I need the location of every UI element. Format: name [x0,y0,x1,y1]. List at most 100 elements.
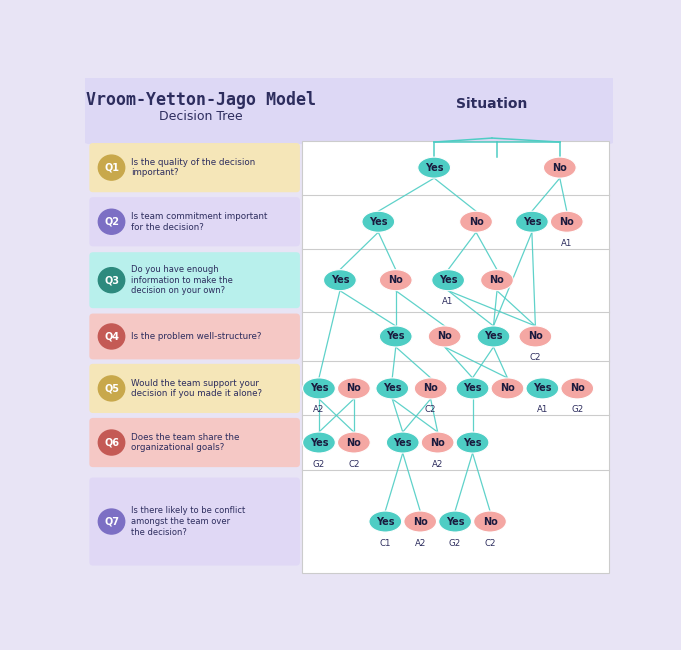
Ellipse shape [439,511,471,532]
Text: Yes: Yes [425,162,443,173]
Text: No: No [469,216,484,227]
Ellipse shape [338,432,370,453]
Ellipse shape [386,432,419,453]
Text: A2: A2 [415,539,426,547]
Ellipse shape [561,378,594,399]
Circle shape [98,430,125,455]
Ellipse shape [550,211,583,232]
Ellipse shape [422,432,454,453]
FancyBboxPatch shape [89,143,300,192]
Ellipse shape [519,326,552,347]
Text: Is the problem well-structure?: Is the problem well-structure? [131,332,262,341]
Text: No: No [413,517,428,526]
Circle shape [98,324,125,349]
Circle shape [98,155,125,180]
Ellipse shape [543,157,576,178]
Text: Yes: Yes [446,517,464,526]
Text: Yes: Yes [376,517,394,526]
Text: C2: C2 [348,460,360,469]
Text: Situation: Situation [456,98,528,111]
FancyBboxPatch shape [89,252,300,308]
Text: Q7: Q7 [104,517,119,526]
Text: No: No [388,275,403,285]
Text: A1: A1 [537,406,548,415]
Ellipse shape [526,378,558,399]
Text: Q2: Q2 [104,216,119,227]
Text: Q4: Q4 [104,332,119,341]
FancyBboxPatch shape [89,418,300,467]
Text: Decision Tree: Decision Tree [159,111,243,124]
Ellipse shape [414,378,447,399]
Circle shape [98,509,125,534]
Ellipse shape [516,211,548,232]
Text: Yes: Yes [463,437,481,448]
FancyBboxPatch shape [89,478,300,566]
Text: A1: A1 [561,239,573,248]
Text: No: No [424,384,438,393]
FancyBboxPatch shape [89,197,300,246]
Ellipse shape [474,511,507,532]
Circle shape [98,376,125,401]
Text: No: No [500,384,515,393]
Text: Is there likely to be conflict
amongst the team over
the decision?: Is there likely to be conflict amongst t… [131,506,245,537]
Ellipse shape [456,432,489,453]
FancyBboxPatch shape [302,140,609,573]
Text: A2: A2 [432,460,443,469]
Text: No: No [347,437,361,448]
Ellipse shape [404,511,437,532]
Ellipse shape [302,378,335,399]
Text: C2: C2 [484,539,496,547]
Text: Q1: Q1 [104,162,119,173]
Text: G2: G2 [449,539,461,547]
Ellipse shape [432,270,464,291]
Text: G2: G2 [313,460,325,469]
Text: Would the team support your
decision if you made it alone?: Would the team support your decision if … [131,378,262,398]
Text: Yes: Yes [383,384,402,393]
Text: Does the team share the
organizational goals?: Does the team share the organizational g… [131,433,240,452]
Text: Yes: Yes [310,437,328,448]
FancyBboxPatch shape [83,75,615,144]
FancyBboxPatch shape [89,313,300,359]
Ellipse shape [477,326,510,347]
FancyBboxPatch shape [89,364,300,413]
Ellipse shape [369,511,402,532]
Text: Do you have enough
information to make the
decision on your own?: Do you have enough information to make t… [131,265,233,296]
Circle shape [98,268,125,293]
Text: Yes: Yes [533,384,552,393]
Text: Q5: Q5 [104,384,119,393]
Ellipse shape [460,211,492,232]
Text: No: No [430,437,445,448]
Text: Is the quality of the decision
important?: Is the quality of the decision important… [131,158,255,177]
Text: Yes: Yes [394,437,412,448]
Text: Vroom-Yetton-Jago Model: Vroom-Yetton-Jago Model [86,91,316,109]
Text: Yes: Yes [331,275,349,285]
Text: Q3: Q3 [104,275,119,285]
Ellipse shape [481,270,513,291]
Text: No: No [490,275,505,285]
Ellipse shape [491,378,524,399]
Ellipse shape [428,326,461,347]
Text: Q6: Q6 [104,437,119,448]
Text: Yes: Yes [463,384,481,393]
Ellipse shape [379,270,412,291]
Text: No: No [552,162,567,173]
Text: No: No [437,332,452,341]
Text: No: No [347,384,361,393]
Ellipse shape [338,378,370,399]
Text: Yes: Yes [484,332,503,341]
Text: C2: C2 [425,406,437,415]
Text: Yes: Yes [387,332,405,341]
Circle shape [98,209,125,234]
Text: No: No [559,216,574,227]
Text: C2: C2 [530,354,541,363]
Ellipse shape [456,378,489,399]
Ellipse shape [302,432,335,453]
Text: Yes: Yes [522,216,541,227]
Text: Yes: Yes [369,216,387,227]
Ellipse shape [417,157,451,178]
Text: No: No [528,332,543,341]
Text: A1: A1 [443,297,454,306]
Text: A2: A2 [313,406,325,415]
Text: Yes: Yes [310,384,328,393]
Ellipse shape [379,326,412,347]
